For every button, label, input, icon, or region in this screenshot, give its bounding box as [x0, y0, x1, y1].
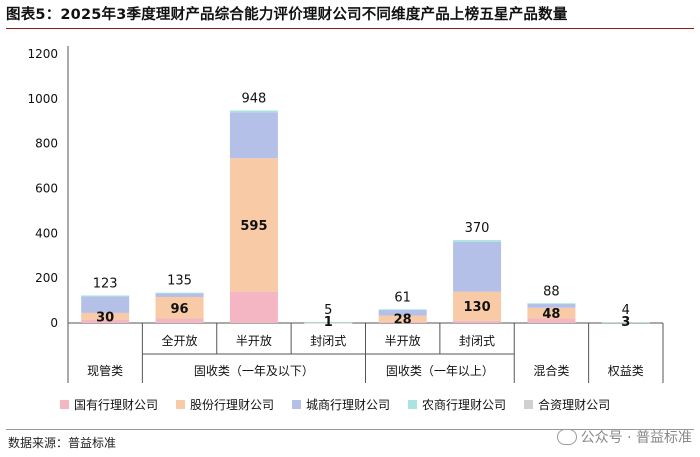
legend: 国有行理财公司 股份行理财公司 城商行理财公司 农商行理财公司 合资理财公司	[60, 396, 610, 413]
legend-swatch	[408, 400, 418, 409]
bar-segment	[304, 322, 353, 324]
bar-segment	[453, 291, 502, 321]
y-tick-label: 400	[35, 226, 58, 240]
data-label: 130	[463, 300, 490, 315]
x-group-label: 混合类	[533, 363, 569, 378]
bar-segment	[81, 312, 130, 320]
total-label: 4	[622, 303, 630, 318]
bar-segment	[304, 322, 353, 324]
legend-label: 农商行理财公司	[422, 398, 507, 412]
total-label: 5	[324, 303, 332, 318]
bar-segment	[229, 110, 278, 113]
bar-segment	[527, 303, 576, 305]
bar-segment	[453, 240, 502, 242]
bar-segment	[601, 322, 650, 323]
data-label: 48	[542, 307, 560, 322]
x-sub-label: 封闭式	[310, 334, 346, 348]
bar-segment	[81, 319, 130, 323]
y-tick-label: 1200	[27, 47, 58, 61]
stacked-bar-chart: 0 200 400 600 800 1000 1200 30 123 96 135 595 948 15 2…	[27, 46, 664, 383]
bar-segment	[378, 309, 427, 311]
data-label: 30	[96, 310, 114, 325]
bar-segment	[81, 296, 130, 313]
x-sub-label: 半开放	[385, 333, 421, 348]
data-label: 3	[621, 315, 630, 330]
bar-segment	[155, 292, 204, 294]
bar-segment	[81, 295, 130, 297]
watermark-text: 公众号 · 普益标准	[580, 430, 692, 446]
chart-title: 图表5：2025年3季度理财产品综合能力评价理财公司不同维度产品上榜五星产品数量	[6, 7, 568, 23]
legend-swatch	[176, 400, 186, 409]
source-note: 数据来源：普益标准	[8, 436, 117, 450]
data-label: 96	[171, 302, 189, 317]
legend-swatch	[292, 400, 302, 409]
bar-segment	[527, 318, 576, 323]
x-group-label: 权益类	[608, 364, 644, 378]
bar-segment	[378, 309, 427, 316]
total-label: 61	[394, 290, 411, 305]
legend-item: 农商行理财公司	[408, 396, 506, 413]
x-sub-label: 封闭式	[459, 334, 495, 348]
bar-segment	[527, 303, 576, 308]
x-sub-label: 全开放	[162, 333, 198, 348]
data-label: 28	[394, 313, 412, 328]
legend-swatch	[524, 400, 534, 409]
data-label: 1	[324, 315, 333, 330]
footer-rule	[6, 429, 694, 430]
y-tick-label: 600	[35, 182, 58, 196]
bar-segment	[378, 315, 427, 322]
bar-segment	[229, 291, 278, 323]
y-tick-label: 1000	[27, 92, 58, 106]
bar-segment	[155, 318, 204, 323]
legend-item: 合资理财公司	[524, 396, 610, 413]
y-tick-label: 800	[35, 137, 58, 151]
title-rule	[6, 28, 694, 29]
legend-item: 股份行理财公司	[176, 396, 274, 413]
bar-segment	[155, 293, 204, 297]
legend-swatch	[60, 400, 69, 409]
legend-label: 国有行理财公司	[74, 398, 159, 412]
total-label: 123	[93, 276, 118, 291]
bar-segment	[453, 241, 502, 292]
bar-segment	[229, 112, 278, 159]
watermark: 公众号 · 普益标准	[556, 427, 692, 447]
y-tick-label: 200	[35, 271, 58, 285]
legend-item: 国有行理财公司	[60, 396, 158, 413]
legend-label: 城商行理财公司	[306, 398, 391, 412]
legend-label: 合资理财公司	[538, 398, 611, 412]
bar-segment	[527, 307, 576, 319]
total-label: 88	[543, 284, 560, 299]
x-group-label: 固收类（一年以上）	[386, 364, 494, 378]
total-label: 370	[465, 221, 490, 236]
x-group-label: 现管类	[87, 363, 123, 378]
data-label: 595	[240, 219, 267, 234]
x-group-label: 固收类（一年及以下）	[194, 364, 314, 378]
bar-segment	[453, 320, 502, 323]
total-label: 135	[167, 274, 192, 289]
wechat-icon	[556, 429, 577, 445]
bar-segment	[378, 321, 427, 323]
bar-segment	[229, 158, 278, 292]
bar-segment	[304, 321, 353, 323]
legend-item: 城商行理财公司	[292, 396, 390, 413]
bar-segment	[155, 296, 204, 319]
x-sub-label: 半开放	[236, 333, 272, 348]
total-label: 948	[242, 91, 267, 106]
y-tick-label: 0	[50, 316, 58, 330]
legend-label: 股份行理财公司	[190, 398, 275, 412]
